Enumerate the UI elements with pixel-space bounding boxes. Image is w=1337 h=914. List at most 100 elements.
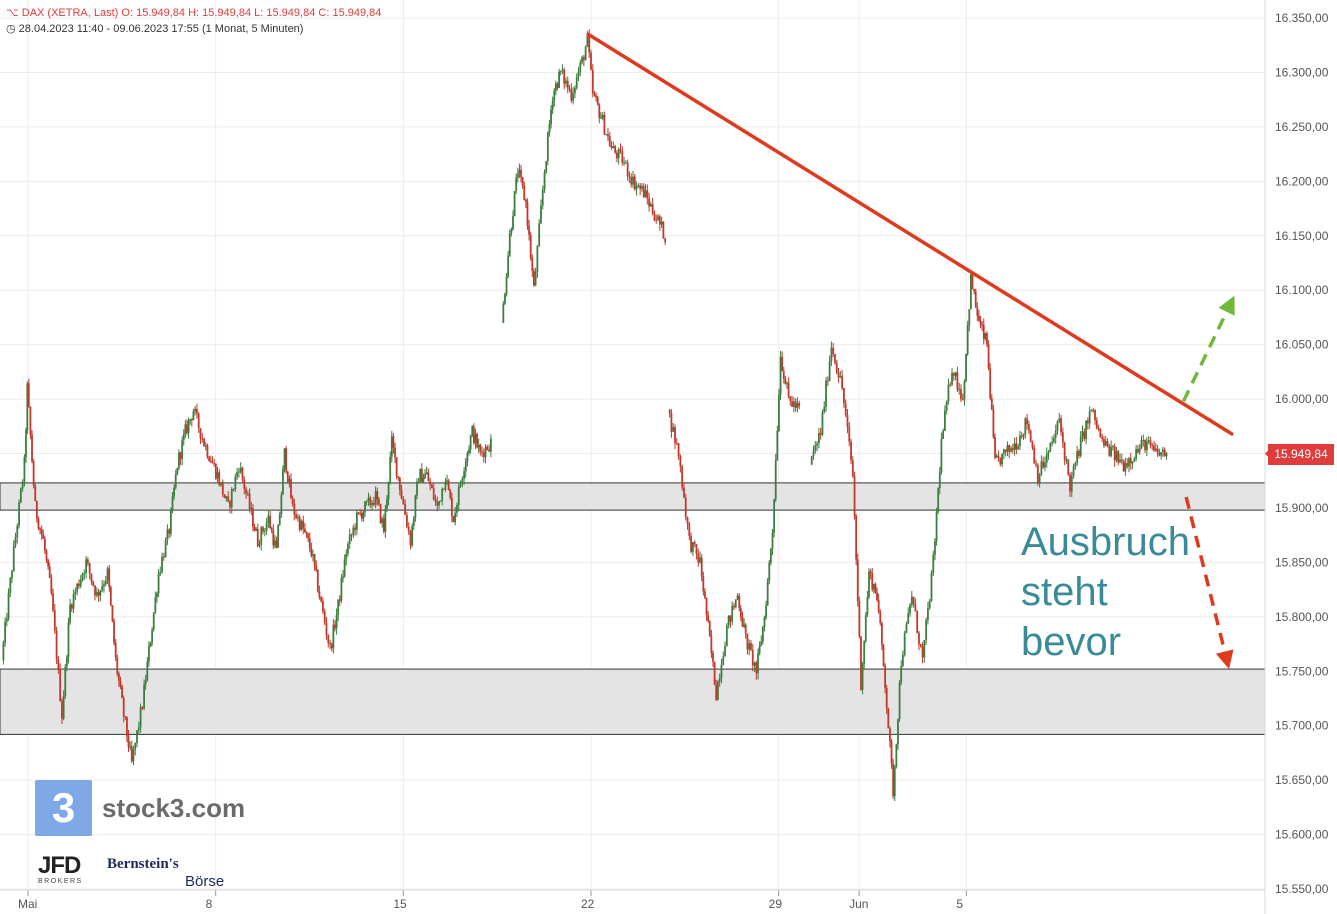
candle-body	[607, 134, 609, 137]
candle-body	[1035, 463, 1037, 465]
candle-body	[1063, 442, 1066, 461]
candle-body	[731, 605, 734, 622]
candle-body	[637, 185, 640, 187]
candle-body	[898, 682, 901, 720]
candle-body	[918, 632, 920, 645]
candle-body	[688, 523, 691, 537]
candle-body	[300, 520, 303, 530]
candle-body	[141, 707, 144, 709]
y-tick-label: 16.250,00	[1275, 120, 1329, 134]
candle-body	[581, 57, 583, 63]
candle-body	[395, 457, 398, 477]
candle-body	[4, 621, 7, 643]
candle-body	[121, 686, 124, 699]
candle-body	[877, 600, 880, 612]
candle-body	[570, 89, 573, 101]
candle-body	[724, 645, 726, 657]
candle-body	[108, 568, 111, 588]
candle-body	[365, 500, 368, 502]
candle-body	[86, 559, 89, 564]
candle-body	[508, 233, 511, 256]
candle-body	[632, 176, 634, 185]
candle-body	[1145, 441, 1148, 451]
candle-body	[143, 684, 145, 709]
y-tick-label: 15.900,00	[1275, 501, 1329, 515]
candle-body	[523, 185, 526, 201]
candle-body	[308, 538, 311, 549]
candle-body	[623, 162, 625, 164]
candle-body	[686, 517, 689, 524]
candle-body	[482, 452, 485, 458]
candle-body	[389, 456, 392, 482]
candle-body	[307, 533, 310, 539]
candle-body	[885, 687, 888, 709]
candle-body	[791, 401, 793, 407]
candle-body	[298, 516, 301, 530]
candle-body	[984, 333, 987, 340]
candle-body	[558, 71, 560, 88]
y-tick-label: 15.550,00	[1275, 882, 1329, 896]
candle-body	[127, 736, 130, 748]
candle-body	[119, 680, 122, 687]
candle-body	[434, 499, 437, 502]
candle-body	[1072, 466, 1075, 476]
candle-body	[699, 557, 701, 563]
candle-body	[159, 571, 162, 574]
candle-body	[826, 380, 829, 382]
candle-body	[981, 324, 984, 326]
candle-body	[543, 172, 546, 190]
candle-body	[586, 33, 589, 47]
candle-body	[270, 528, 273, 531]
candle-body	[1029, 430, 1032, 442]
stock3-logo-icon: 3	[35, 780, 92, 836]
candle-body	[186, 424, 188, 433]
candle-body	[330, 644, 333, 649]
candle-body	[364, 501, 366, 513]
candle-body	[633, 176, 636, 190]
chart-grid	[0, 0, 1265, 890]
candle-body	[561, 69, 564, 71]
candle-body	[166, 529, 169, 541]
instrument-name: DAX (XETRA, Last)	[21, 7, 119, 19]
candle-body	[19, 488, 22, 503]
candle-body	[646, 190, 649, 199]
candle-body	[722, 656, 725, 665]
candle-body	[47, 559, 50, 567]
arrow-up-shaft	[1181, 311, 1229, 403]
candle-body	[1097, 428, 1100, 430]
candle-body	[1051, 441, 1054, 443]
candle-body	[274, 540, 276, 546]
candle-body	[621, 150, 624, 163]
annotation-line-3: bevor	[1021, 620, 1122, 664]
candle-body	[1126, 463, 1129, 467]
candle-body	[50, 577, 53, 593]
candle-body	[907, 613, 910, 624]
candle-body	[1060, 418, 1062, 433]
candle-body	[101, 586, 104, 591]
candle-body	[1095, 420, 1098, 429]
candle-body	[736, 595, 739, 600]
candle-body	[327, 635, 330, 644]
candle-body	[184, 424, 187, 434]
candle-body	[947, 384, 950, 402]
candle-body	[1065, 459, 1068, 461]
candle-body	[590, 52, 592, 70]
arrow-up-head	[1218, 295, 1235, 316]
candle-body	[861, 663, 864, 690]
candle-body	[999, 458, 1002, 465]
candle-body	[168, 529, 171, 534]
candle-body	[774, 460, 777, 500]
candle-body	[554, 83, 557, 91]
candle-body	[52, 592, 54, 611]
candle-body	[1094, 409, 1096, 421]
candle-body	[979, 320, 982, 325]
y-tick-label: 16.000,00	[1275, 392, 1329, 406]
candle-body	[277, 525, 280, 548]
candle-body	[78, 583, 80, 587]
candle-body	[1004, 449, 1007, 452]
candle-body	[243, 479, 246, 489]
candle-body	[577, 72, 580, 78]
candle-body	[394, 447, 396, 458]
candle-body	[441, 488, 444, 501]
